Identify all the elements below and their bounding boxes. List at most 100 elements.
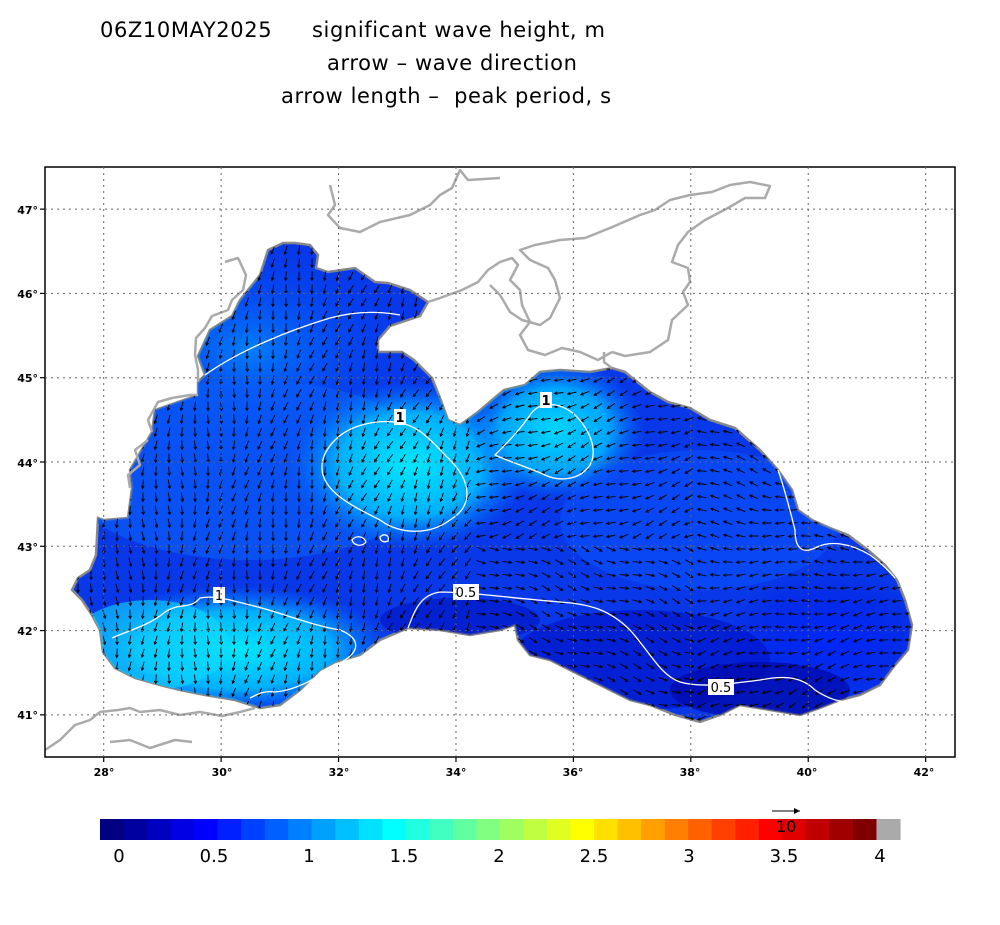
wave-arrow-shaft: [684, 716, 694, 720]
wave-arrow-shaft: [322, 323, 328, 333]
wave-arrow-head: [788, 691, 793, 695]
wave-arrow-head: [592, 313, 597, 318]
wave-arrow-head: [515, 353, 520, 357]
wave-arrow-shaft: [671, 299, 681, 305]
wave-arrow-head: [412, 601, 417, 606]
wave-arrow-head: [271, 316, 275, 321]
wave-arrow-head: [373, 250, 378, 255]
wave-arrow-shaft: [619, 325, 629, 331]
wave-arrow-head: [554, 262, 559, 267]
wave-arrow-head: [270, 628, 274, 632]
wave-arrow-shaft: [646, 637, 654, 643]
wave-arrow-shaft: [142, 479, 144, 489]
wave-arrow-head: [141, 511, 146, 516]
wave-arrow-shaft: [362, 336, 366, 346]
wave-arrow-shaft: [749, 494, 759, 500]
wave-arrow-shaft: [698, 298, 706, 306]
wave-arrow-head: [386, 445, 391, 450]
wave-arrow-shaft: [322, 596, 328, 606]
wave-arrow-shaft: [671, 430, 681, 434]
wave-arrow-head: [206, 615, 210, 620]
wave-arrow-head: [309, 303, 314, 308]
wave-arrow-head: [258, 550, 262, 555]
wave-arrow-shaft: [814, 509, 824, 511]
wave-arrow-head: [814, 416, 818, 420]
wave-arrow-shaft: [270, 414, 276, 424]
wave-arrow-shaft: [194, 271, 196, 281]
wave-arrow-head: [179, 407, 184, 412]
wave-arrow-head: [814, 665, 819, 669]
wave-arrow-shaft: [218, 531, 224, 541]
wave-arrow-head: [540, 378, 545, 383]
wave-arrow-shaft: [723, 481, 733, 487]
wave-arrow-shaft: [841, 337, 849, 345]
wave-arrow-shaft: [866, 716, 876, 720]
wave-arrow-head: [140, 654, 145, 659]
wave-arrow-head: [696, 429, 701, 434]
wave-arrow-shaft: [502, 338, 512, 344]
wave-arrow-shaft: [827, 600, 837, 602]
wave-arrow-shaft: [853, 417, 863, 421]
wave-arrow-head: [101, 511, 106, 516]
wave-arrow-shaft: [154, 648, 158, 658]
wave-arrow-head: [244, 264, 248, 268]
wave-arrow-shaft: [272, 505, 274, 515]
wave-arrow-head: [309, 420, 314, 425]
wave-arrow-head: [891, 677, 896, 682]
wave-arrow-head: [114, 719, 119, 722]
wave-arrow-head: [348, 277, 352, 281]
wave-arrow-head: [361, 381, 366, 386]
wave-arrow-head: [322, 641, 327, 646]
wave-arrow-shaft: [645, 444, 655, 446]
wave-arrow-shaft: [452, 505, 458, 515]
wave-arrow-shaft: [697, 483, 707, 485]
wave-arrow-shaft: [309, 336, 315, 346]
wave-arrow-head: [413, 445, 417, 450]
wave-arrow-shaft: [879, 442, 889, 448]
wave-arrow-head: [400, 589, 404, 593]
wave-arrow-shaft: [658, 273, 668, 279]
wave-arrow-shaft: [283, 440, 289, 450]
wave-arrow-shaft: [246, 622, 248, 632]
wave-arrow-shaft: [684, 442, 694, 448]
wave-arrow-head: [373, 679, 378, 684]
wave-arrow-shaft: [879, 573, 889, 577]
wave-arrow-shaft: [154, 310, 158, 320]
wave-arrow-shaft: [246, 570, 248, 580]
wave-arrow-shaft: [632, 457, 642, 459]
wave-arrow-head: [658, 496, 663, 500]
wave-arrow-shaft: [322, 336, 328, 346]
wave-arrow-head: [348, 497, 352, 502]
wave-arrow-shaft: [697, 508, 707, 512]
wave-arrow-shaft: [788, 689, 798, 695]
wave-arrow-shaft: [749, 573, 759, 577]
wave-arrow-shaft: [426, 336, 432, 346]
wave-arrow-head: [154, 303, 159, 308]
wave-arrow-head: [258, 576, 262, 581]
wave-arrow-head: [722, 468, 727, 472]
wave-arrow-head: [180, 485, 185, 490]
wave-arrow-head: [507, 665, 512, 670]
wave-arrow-head: [127, 680, 132, 685]
wave-arrow-shaft: [775, 702, 785, 708]
wave-arrow-head: [801, 311, 806, 316]
wave-arrow-shaft: [245, 297, 249, 307]
wave-arrow-shaft: [801, 470, 811, 472]
wave-arrow-shaft: [711, 337, 719, 345]
wave-arrow-head: [412, 640, 417, 645]
wave-arrow-shaft: [464, 337, 472, 345]
wave-arrow-head: [612, 612, 617, 617]
wave-arrow-head: [348, 549, 352, 554]
wave-arrow-head: [179, 420, 184, 425]
wave-arrow-head: [573, 651, 578, 656]
wave-arrow-head: [761, 494, 766, 499]
wave-arrow-shaft: [296, 596, 302, 606]
wave-arrow-head: [206, 407, 210, 412]
wave-arrow-shaft: [489, 351, 499, 357]
wave-arrow-head: [905, 691, 909, 695]
wave-arrow-head: [645, 314, 650, 318]
wave-arrow-shaft: [619, 248, 629, 252]
wave-arrow-head: [650, 626, 655, 630]
wave-arrow-head: [167, 264, 172, 269]
wave-arrow-shaft: [632, 715, 642, 721]
